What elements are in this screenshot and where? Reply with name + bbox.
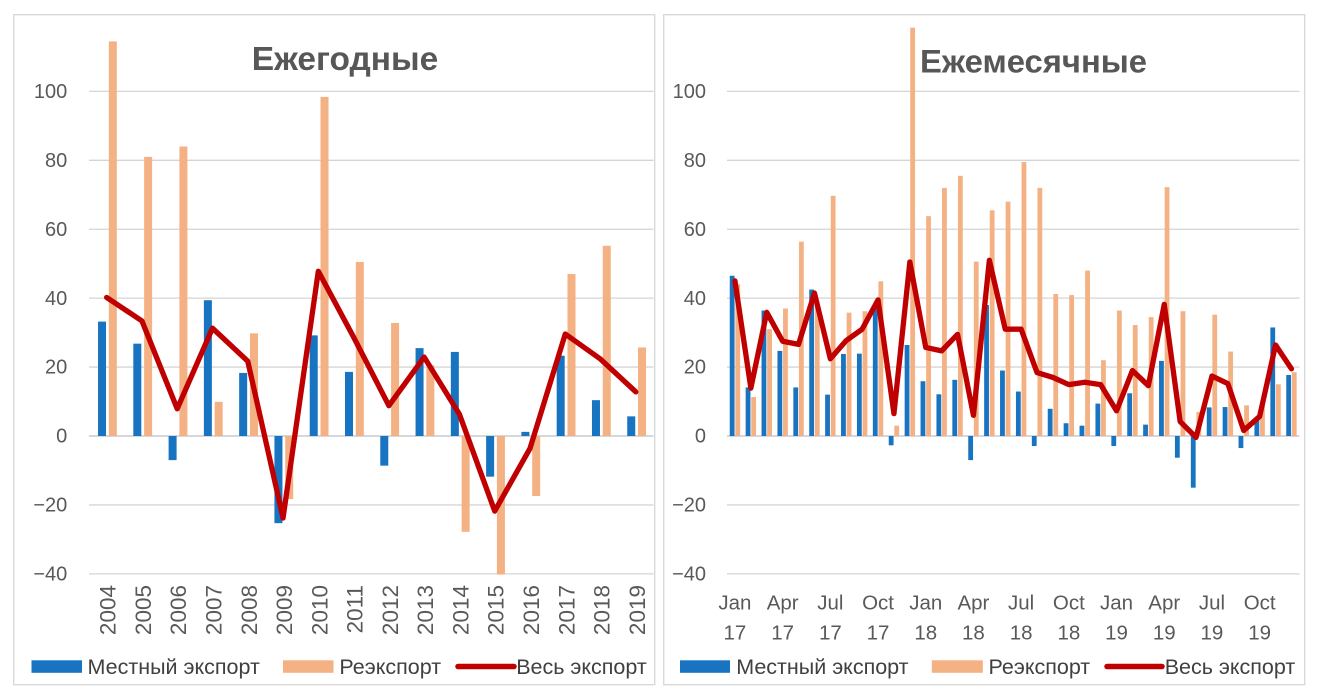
svg-text:2017: 2017: [554, 585, 579, 635]
svg-text:Jul: Jul: [1008, 592, 1034, 615]
svg-text:20: 20: [45, 357, 67, 379]
svg-text:2016: 2016: [519, 585, 544, 635]
svg-text:Apr: Apr: [957, 592, 989, 615]
svg-text:18: 18: [1010, 622, 1033, 645]
svg-text:100: 100: [34, 81, 67, 103]
svg-text:Ежемесячные: Ежемесячные: [920, 43, 1147, 80]
svg-text:80: 80: [684, 150, 706, 172]
svg-text:2011: 2011: [343, 585, 368, 633]
svg-text:Oct: Oct: [1053, 592, 1085, 615]
svg-text:Ежегодные: Ежегодные: [252, 41, 439, 78]
svg-text:−40: −40: [672, 563, 706, 585]
svg-text:2018: 2018: [590, 585, 615, 635]
svg-text:18: 18: [962, 622, 985, 645]
svg-text:60: 60: [684, 219, 706, 241]
svg-text:17: 17: [771, 622, 794, 645]
svg-text:Местный экспорт: Местный экспорт: [88, 655, 260, 679]
svg-text:Jan: Jan: [909, 592, 942, 615]
svg-text:Jul: Jul: [1199, 592, 1225, 615]
svg-text:2009: 2009: [272, 585, 297, 635]
svg-text:20: 20: [684, 357, 706, 379]
svg-text:19: 19: [1105, 622, 1128, 645]
svg-text:2006: 2006: [166, 585, 191, 635]
svg-text:19: 19: [1201, 622, 1224, 645]
svg-text:18: 18: [1057, 622, 1080, 645]
svg-text:2013: 2013: [413, 585, 438, 635]
svg-text:2008: 2008: [237, 585, 262, 635]
svg-text:17: 17: [724, 622, 747, 645]
svg-text:17: 17: [867, 622, 890, 645]
svg-text:2007: 2007: [201, 585, 226, 635]
svg-text:Весь экспорт: Весь экспорт: [516, 655, 647, 679]
svg-text:80: 80: [45, 150, 67, 172]
svg-text:Jan: Jan: [718, 592, 751, 615]
svg-text:17: 17: [819, 622, 842, 645]
svg-text:Jul: Jul: [817, 592, 843, 615]
svg-text:Реэкспорт: Реэкспорт: [339, 655, 441, 679]
svg-text:0: 0: [695, 426, 706, 448]
svg-text:0: 0: [56, 426, 67, 448]
svg-text:2012: 2012: [378, 585, 403, 635]
svg-text:Местный экспорт: Местный экспорт: [736, 655, 908, 679]
svg-text:19: 19: [1153, 622, 1176, 645]
svg-text:Реэкспорт: Реэкспорт: [989, 655, 1091, 679]
svg-text:2014: 2014: [448, 585, 473, 635]
svg-text:−40: −40: [33, 563, 67, 585]
svg-text:Oct: Oct: [1244, 592, 1276, 615]
svg-text:Oct: Oct: [862, 592, 894, 615]
svg-text:18: 18: [914, 622, 937, 645]
svg-text:Весь экспорт: Весь экспорт: [1165, 655, 1296, 679]
svg-text:40: 40: [684, 288, 706, 310]
svg-text:Apr: Apr: [767, 592, 799, 615]
svg-text:19: 19: [1248, 622, 1271, 645]
svg-text:2010: 2010: [307, 585, 332, 635]
svg-text:2004: 2004: [96, 585, 121, 635]
svg-text:Apr: Apr: [1148, 592, 1180, 615]
svg-text:100: 100: [673, 81, 706, 103]
svg-text:2015: 2015: [484, 585, 509, 635]
svg-text:2019: 2019: [625, 585, 650, 635]
svg-text:Jan: Jan: [1100, 592, 1133, 615]
svg-text:60: 60: [45, 219, 67, 241]
svg-text:−20: −20: [33, 495, 67, 517]
svg-text:−20: −20: [672, 495, 706, 517]
svg-text:2005: 2005: [131, 585, 156, 635]
svg-text:40: 40: [45, 288, 67, 310]
